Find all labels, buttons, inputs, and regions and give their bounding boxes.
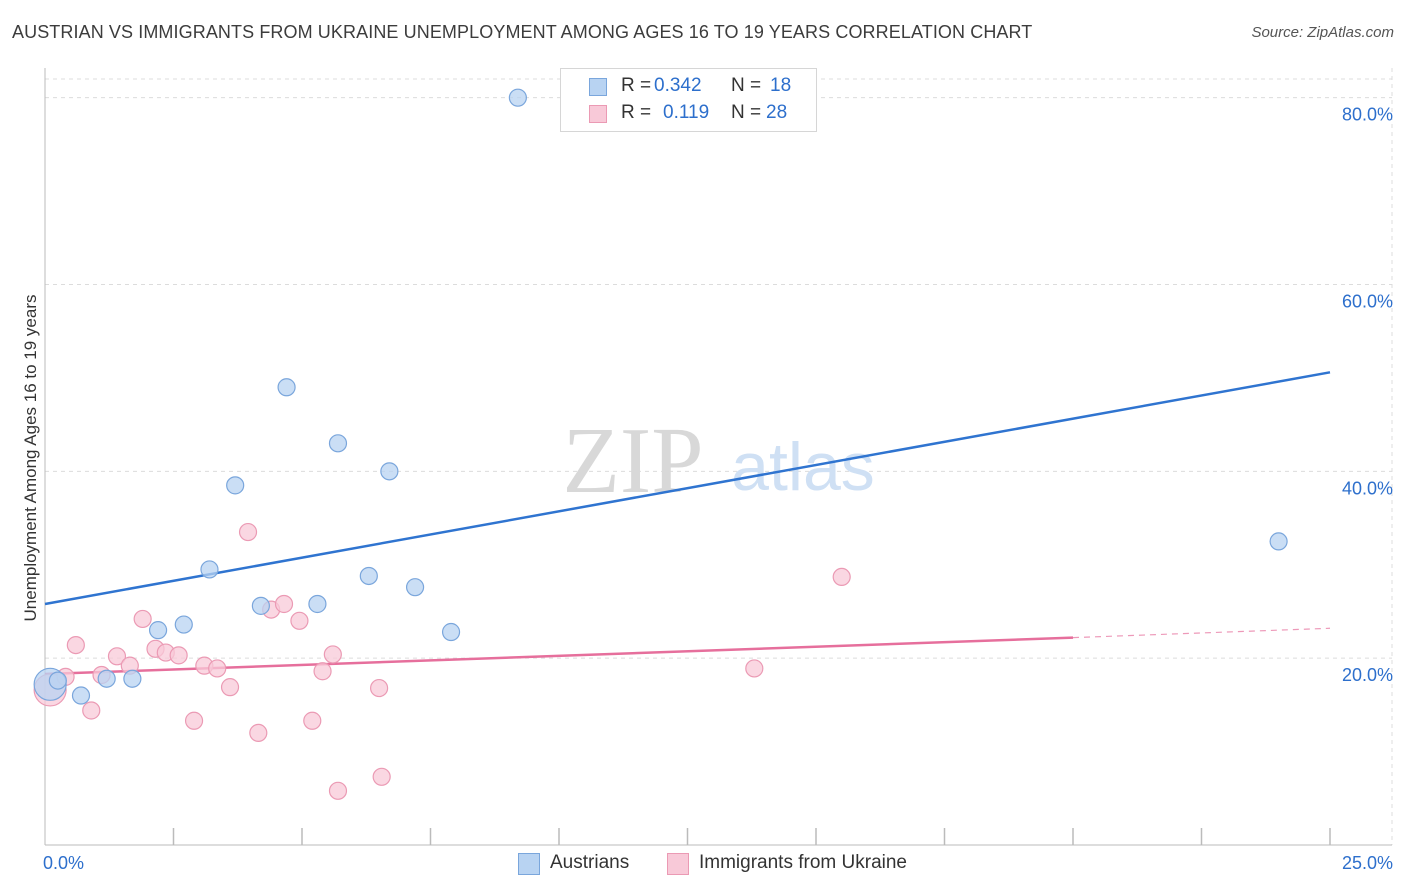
y-tick-label: 60.0% [1342,292,1393,312]
legend-n-value: 18 [770,75,792,96]
legend-n-value: 28 [766,102,788,123]
ukraine-point [832,567,851,587]
legend-r-label: R = [621,75,652,96]
austrians-point [308,594,327,614]
austrians-point [328,434,348,453]
legend-n-label: N = [731,75,762,96]
ukraine-point [303,711,322,730]
x-tick-label: 0.0% [43,853,84,873]
austrians-point [226,476,245,495]
legend-label-ukraine: Immigrants from Ukraine [699,852,907,873]
ukraine-point [323,645,342,664]
austrians-point [380,462,399,481]
austrians-point [508,88,527,107]
austrians-point [200,560,219,579]
y-tick-label: 80.0% [1342,105,1393,125]
austrians-point [441,622,461,642]
legend-swatch-austrians [518,853,540,875]
ukraine-point [220,678,240,697]
legend-r-value: 0.342 [654,75,702,96]
legend-label-austrians: Austrians [550,852,630,873]
austrians-point [48,671,67,690]
tick-labels: 20.0% 40.0% 60.0% 80.0% 0.0% 25.0% [43,105,1393,873]
austrians-point [1269,532,1288,551]
legend-r-value: 0.119 [663,102,710,123]
legend-swatch-austrians [589,78,607,96]
ukraine-point [745,659,764,678]
austrians-point [71,686,91,705]
ukraine-point [133,609,152,629]
x-tick-label: 25.0% [1342,853,1393,873]
ukraine-point [290,611,309,630]
ukraine-point [208,659,227,678]
austrians-point [174,615,193,634]
ukraine-point [370,678,389,698]
austrians-point [148,621,168,640]
ukraine-point [328,781,348,800]
legend-swatch-ukraine [667,853,689,875]
y-tick-label: 40.0% [1342,478,1393,498]
ukraine-point [184,711,204,730]
austrians-point [123,669,142,688]
ukraine-point [249,723,268,743]
watermark: ZIP atlas [563,409,875,513]
ukraine-point [238,522,258,542]
ukraine-point [313,662,332,681]
grid-lines [45,68,1393,845]
austrians-point [251,596,270,615]
source-label: Source: ZipAtlas.com [1251,24,1394,41]
austrians-point [405,578,425,597]
legend-swatch-ukraine [589,105,607,123]
ukraine-point [372,767,391,786]
axes [44,68,1392,846]
trend-line-austrians [44,371,1331,606]
legend-r-label: R = [621,102,652,123]
ukraine-point [274,594,294,614]
trend-line-extension [1072,627,1331,639]
austrians-point [277,378,296,397]
austrians-point [359,566,378,586]
series-legend: Austrians Immigrants from Ukraine [0,852,1406,878]
austrians-point [97,669,116,688]
watermark-zip: ZIP [563,409,704,513]
ukraine-point [169,646,188,665]
y-tick-label: 20.0% [1342,665,1393,685]
legend-n-label: N = [731,102,762,123]
data-points [33,88,1288,800]
ukraine-point [66,635,85,655]
chart-title: AUSTRIAN VS IMMIGRANTS FROM UKRAINE UNEM… [12,22,1033,42]
y-axis-label: Unemployment Among Ages 16 to 19 years [21,294,40,622]
stats-legend: R = 0.342 N = 18 R = 0.119 N = 28 [560,68,817,132]
ukraine-point [107,647,127,666]
ukraine-point [82,701,101,720]
